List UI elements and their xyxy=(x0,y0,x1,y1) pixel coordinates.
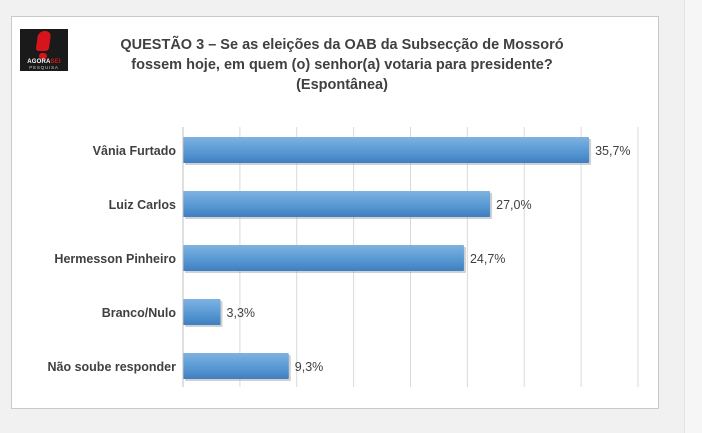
data-label: 35,7% xyxy=(595,144,630,158)
agorasei-logo: AGORASEI PESQUISA xyxy=(20,29,68,71)
data-label: 24,7% xyxy=(470,252,505,266)
data-label: 27,0% xyxy=(496,198,531,212)
category-label: Hermesson Pinheiro xyxy=(54,252,176,266)
data-label: 3,3% xyxy=(227,306,256,320)
logo-subtitle: PESQUISA xyxy=(29,65,59,70)
data-label: 9,3% xyxy=(295,360,324,374)
side-strip xyxy=(684,0,702,433)
category-label: Branco/Nulo xyxy=(102,306,177,320)
title-line-3: (Espontânea) xyxy=(296,77,388,93)
title-line-2: fossem hoje, em quem (o) senhor(a) votar… xyxy=(131,57,553,73)
category-label: Luiz Carlos xyxy=(109,198,176,212)
bar xyxy=(183,245,464,271)
logo-brand: AGORASEI xyxy=(27,59,61,65)
bar-chart: Vânia Furtado 35,7% Luiz Carlos 27,0% Hermes… xyxy=(48,127,639,387)
bar xyxy=(183,353,289,379)
bar xyxy=(183,299,221,325)
chart-card: AGORASEI PESQUISA QUESTÃO 3 – Se as elei… xyxy=(11,16,659,409)
exclamation-dot xyxy=(39,53,47,59)
title-line-1: QUESTÃO 3 – Se as eleições da OAB da Sub… xyxy=(120,37,564,53)
category-label: Não soube responder xyxy=(48,360,177,374)
bar xyxy=(183,137,590,163)
bar xyxy=(183,191,491,217)
chart-title: QUESTÃO 3 – Se as eleições da OAB da Sub… xyxy=(82,35,602,95)
category-label: Vânia Furtado xyxy=(93,144,177,158)
